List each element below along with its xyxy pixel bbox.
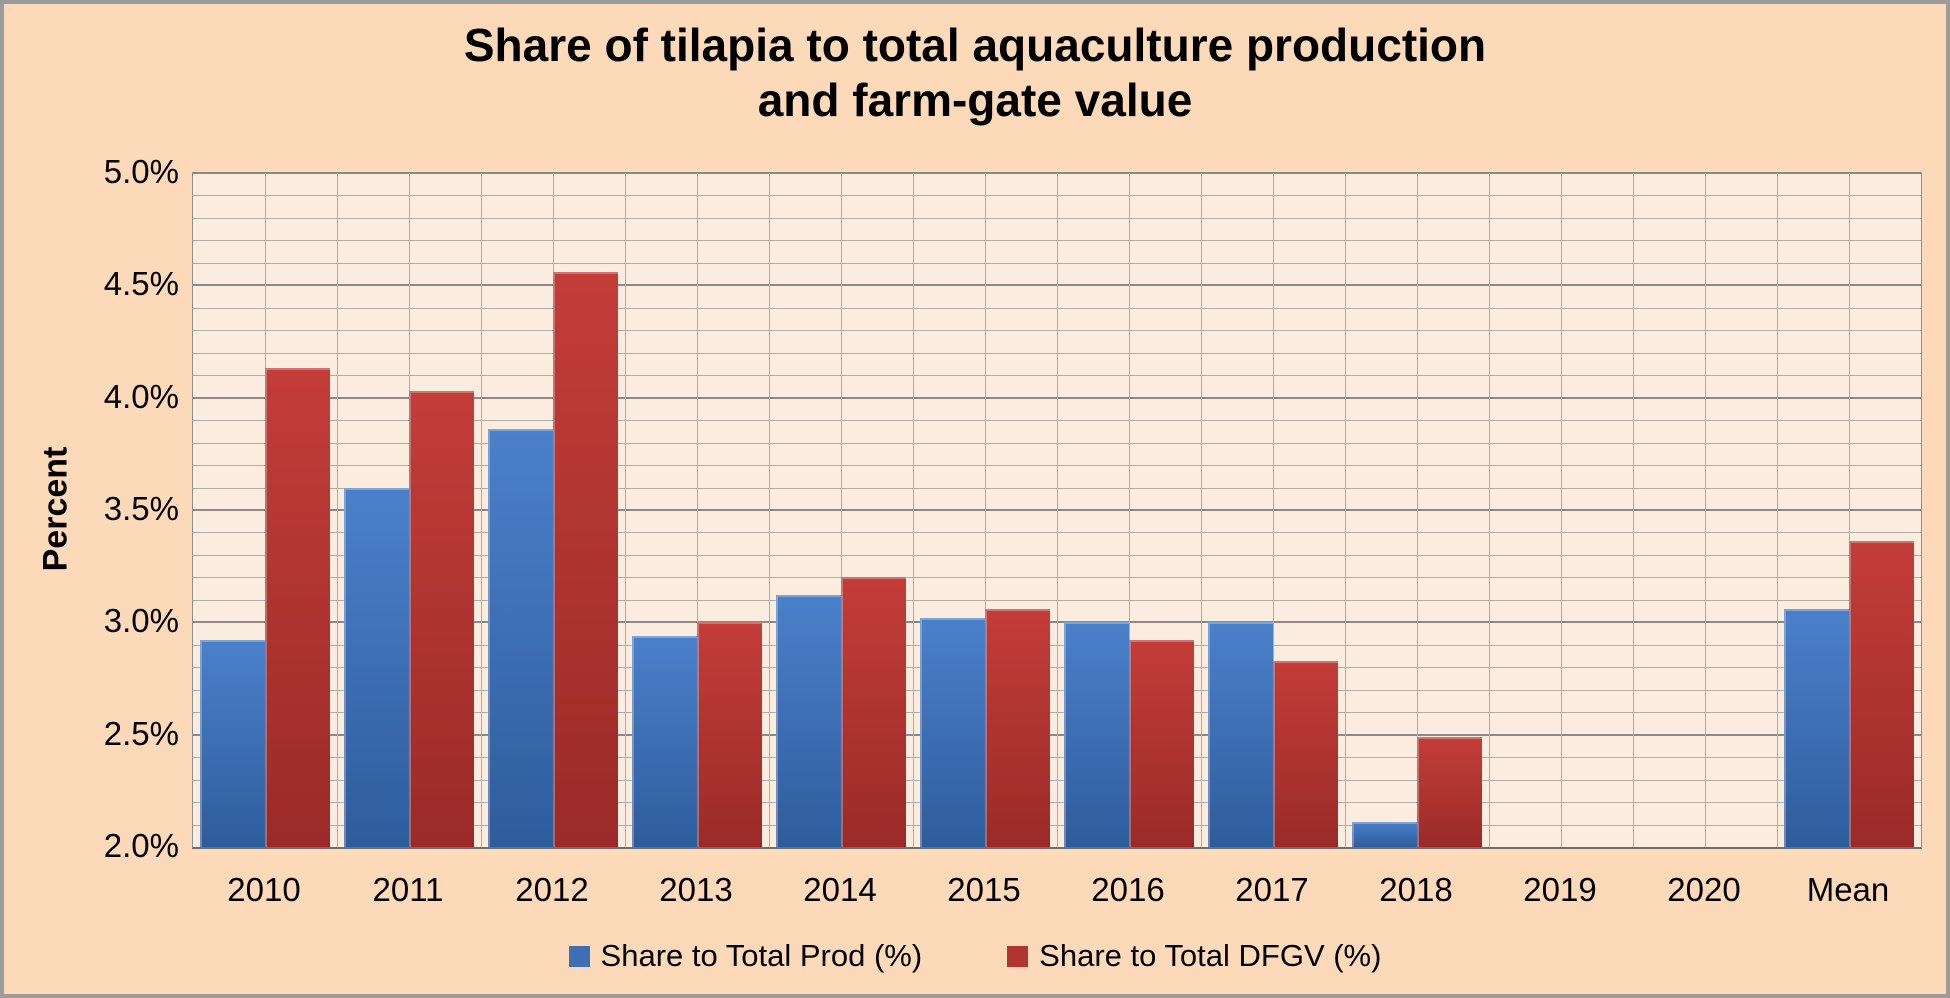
bar-prod-2017 — [1208, 622, 1273, 847]
y-tick-label: 2.0% — [103, 827, 179, 864]
y-tick-label: 2.5% — [103, 714, 179, 752]
bar-dfgv-2014 — [841, 577, 906, 847]
bar-prod-2013 — [632, 635, 697, 847]
bar-dfgv-mean — [1849, 541, 1914, 847]
x-tick-label-mean: Mean — [1806, 871, 1890, 908]
gridline-vertical — [481, 173, 482, 847]
gridline-vertical — [1057, 173, 1058, 847]
y-tick-label: 5.0% — [103, 153, 179, 190]
gridline-vertical — [1561, 173, 1562, 847]
x-tick-label-2013: 2013 — [659, 871, 733, 908]
bar-dfgv-2016 — [1129, 640, 1194, 847]
x-tick-label-2011: 2011 — [372, 871, 444, 908]
x-tick-label-2020: 2020 — [1667, 871, 1741, 908]
bar-prod-2011 — [344, 487, 409, 847]
gridline-vertical — [1705, 173, 1706, 847]
legend-label-prod: Share to Total Prod (%) — [600, 938, 923, 973]
legend: Share to Total Prod (%) Share to Total D… — [4, 938, 1946, 974]
bar-prod-2014 — [776, 595, 841, 847]
x-tick-label-2016: 2016 — [1091, 871, 1165, 908]
bar-prod-mean — [1784, 608, 1849, 847]
gridline-vertical — [913, 173, 914, 847]
gridline-vertical — [1129, 173, 1130, 847]
chart-title-line2: and farm-gate value — [757, 74, 1193, 126]
bar-dfgv-2013 — [697, 622, 762, 847]
bar-prod-2010 — [200, 640, 265, 847]
bar-dfgv-2011 — [409, 390, 474, 847]
legend-item-dfgv: Share to Total DFGV (%) — [1007, 938, 1381, 974]
gridline-vertical — [1849, 173, 1850, 847]
gridline-vertical — [769, 173, 770, 847]
y-tick-label: 4.5% — [103, 265, 179, 303]
legend-label-dfgv: Share to Total DFGV (%) — [1039, 938, 1382, 973]
bar-prod-2016 — [1064, 622, 1129, 847]
gridline-vertical — [1201, 173, 1202, 847]
bar-prod-2012 — [488, 429, 553, 847]
bar-dfgv-2017 — [1273, 660, 1338, 847]
bar-prod-2015 — [920, 617, 985, 847]
chart-title-line1: Share of tilapia to total aquaculture pr… — [463, 19, 1487, 71]
gridline-vertical — [1345, 173, 1346, 847]
x-tick-label-2015: 2015 — [947, 871, 1021, 908]
gridline-vertical — [985, 173, 986, 847]
y-tick-label: 3.5% — [103, 490, 179, 527]
y-tick-label: 3.0% — [103, 602, 179, 640]
gridline-vertical — [697, 173, 698, 847]
legend-swatch-prod-icon — [568, 945, 590, 967]
bar-dfgv-2015 — [985, 608, 1050, 847]
legend-item-prod: Share to Total Prod (%) — [568, 938, 923, 974]
gridline-vertical — [1777, 173, 1778, 847]
x-tick-label-2010: 2010 — [227, 871, 301, 908]
x-tick-label-2019: 2019 — [1523, 871, 1597, 908]
x-tick-label-2014: 2014 — [803, 871, 877, 908]
gridline-vertical — [1633, 173, 1634, 847]
gridline-vertical — [841, 173, 842, 847]
x-tick-label-2012: 2012 — [515, 871, 589, 908]
plot-area — [192, 172, 1922, 849]
gridline-vertical — [625, 173, 626, 847]
gridline-vertical — [1273, 173, 1274, 847]
gridline-vertical — [1417, 173, 1418, 847]
legend-swatch-dfgv-icon — [1007, 945, 1029, 967]
bar-prod-2018 — [1352, 822, 1417, 847]
y-tick-label: 4.0% — [103, 377, 179, 415]
x-tick-label-2017: 2017 — [1235, 871, 1309, 908]
bar-dfgv-2010 — [265, 368, 330, 847]
bar-dfgv-2012 — [553, 271, 618, 847]
gridline-vertical — [1489, 173, 1490, 847]
chart-title: Share of tilapia to total aquaculture pr… — [4, 18, 1946, 128]
gridline-vertical — [337, 173, 338, 847]
bar-dfgv-2018 — [1417, 736, 1482, 847]
x-tick-label-2018: 2018 — [1379, 871, 1453, 908]
